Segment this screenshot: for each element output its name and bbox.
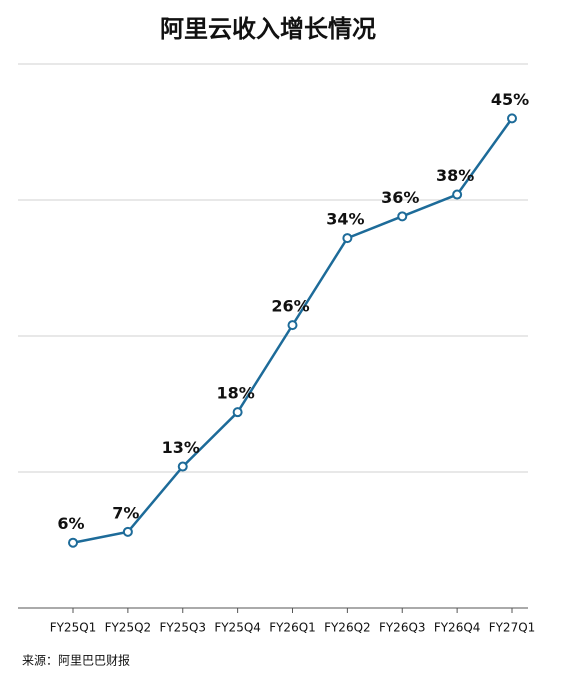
data-label: 6% [57, 514, 84, 533]
x-tick-label: FY25Q2 [105, 621, 152, 635]
x-tick-label: FY25Q3 [159, 621, 206, 635]
data-label: 13% [162, 438, 200, 457]
point [397, 211, 408, 222]
point [507, 113, 517, 124]
data-label: 26% [271, 297, 309, 316]
x-tick-label: FY27Q1 [489, 621, 536, 635]
x-tick-label: FY26Q1 [269, 621, 316, 635]
data-label: 45% [491, 90, 529, 109]
x-tick-label: FY26Q2 [324, 621, 371, 635]
source-note: 来源：阿里巴巴财报 [22, 653, 130, 668]
point [122, 526, 133, 537]
point [287, 320, 298, 331]
point [232, 407, 243, 418]
data-label: 18% [216, 384, 254, 403]
x-tick-label: FY26Q3 [379, 621, 426, 635]
data-label: 36% [381, 188, 419, 207]
point [452, 189, 463, 200]
x-tick-label: FY25Q1 [50, 621, 97, 635]
point [177, 461, 188, 472]
data-label: 7% [112, 503, 139, 522]
point [68, 537, 78, 548]
point [342, 233, 353, 244]
data-label: 38% [436, 166, 474, 185]
data-label: 34% [326, 210, 364, 229]
x-tick-label: FY26Q4 [434, 621, 481, 635]
x-tick-label: FY25Q4 [214, 621, 261, 635]
chart-title: 阿里云收入增长情况 [160, 15, 376, 43]
